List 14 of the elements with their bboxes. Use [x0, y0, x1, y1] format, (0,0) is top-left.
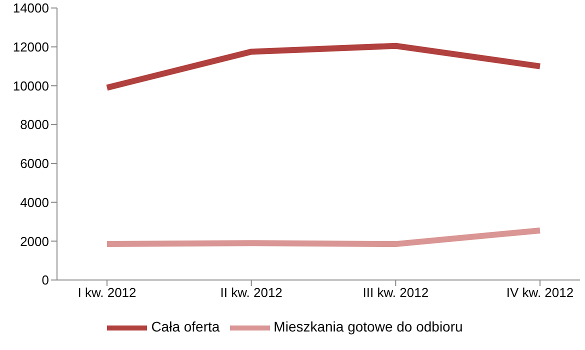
y-tick-label: 6000	[20, 156, 49, 172]
y-tick-label: 4000	[20, 194, 49, 210]
legend-label: Mieszkania gotowe do odbioru	[274, 318, 463, 335]
legend-label: Cała oferta	[151, 318, 220, 335]
y-tick-label: 0	[42, 272, 49, 288]
x-tick-label: I kw. 2012	[78, 285, 136, 300]
y-tick-label: 12000	[12, 39, 49, 54]
x-tick-label: III kw. 2012	[362, 285, 429, 300]
x-tick-label: II kw. 2012	[220, 285, 282, 300]
y-tick-label: 2000	[20, 234, 49, 249]
y-tick-label: 8000	[20, 117, 49, 132]
y-tick-label: 10000	[12, 78, 49, 94]
y-tick-label: 14000	[12, 0, 49, 16]
x-tick-label: IV kw. 2012	[506, 285, 574, 300]
